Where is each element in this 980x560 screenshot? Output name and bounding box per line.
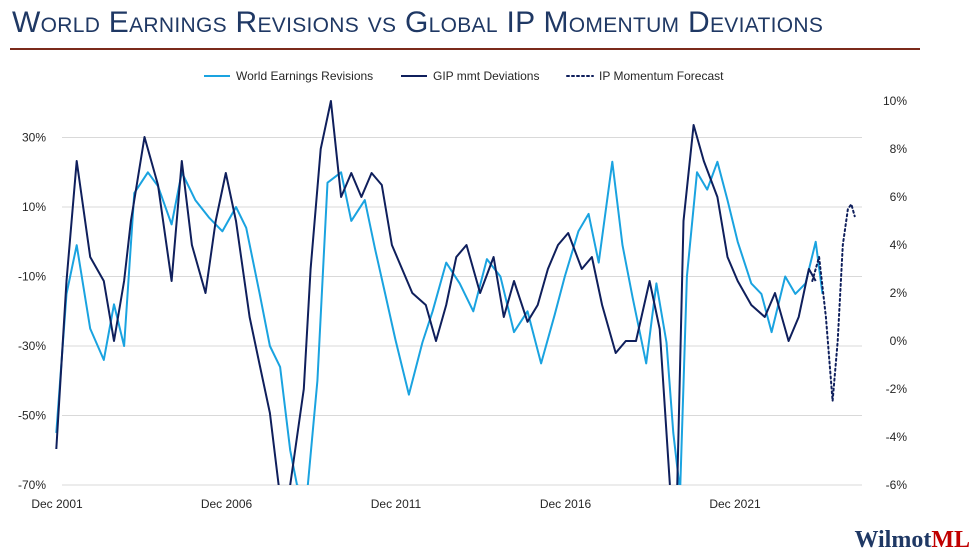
x-tick-label: Dec 2001 [31, 497, 83, 511]
left-axis-tick-labels: 30% 10% -10% -30% -50% -70% [18, 131, 46, 493]
y-right-tick-label: 10% [883, 94, 907, 108]
y-right-tick-label: -6% [886, 478, 908, 492]
series-line-0 [55, 160, 824, 485]
logo-main: Wilmot [854, 527, 932, 553]
right-axis-tick-labels: 10% 8% 6% 4% 2% 0% -2% -4% -6% [883, 94, 907, 492]
x-tick-label: Dec 2006 [201, 497, 253, 511]
y-right-tick-label: 8% [890, 142, 908, 156]
series-line-1 [55, 100, 817, 485]
chart-title: World Earnings Revisions vs Global IP Mo… [12, 6, 824, 39]
y-left-tick-label: -70% [18, 478, 46, 492]
legend: World Earnings Revisions GIP mmt Deviatio… [204, 69, 724, 83]
legend-label: GIP mmt Deviations [433, 69, 539, 83]
x-axis-tick-labels: Dec 2001 Dec 2006 Dec 2011 Dec 2016 Dec 2021 [31, 497, 761, 511]
y-right-tick-label: 0% [890, 334, 908, 348]
series-lines [55, 100, 856, 485]
x-tick-label: Dec 2016 [540, 497, 592, 511]
y-right-tick-label: -2% [886, 382, 908, 396]
series-line-2 [811, 203, 856, 402]
y-right-tick-label: 6% [890, 190, 908, 204]
logo-accent: ML [931, 527, 970, 553]
y-left-tick-label: 30% [22, 131, 46, 145]
y-right-tick-label: -4% [886, 430, 908, 444]
legend-label: World Earnings Revisions [236, 69, 373, 83]
y-left-tick-label: -50% [18, 409, 46, 423]
y-right-tick-label: 2% [890, 286, 908, 300]
gridlines [62, 137, 862, 486]
y-right-tick-label: 4% [890, 238, 908, 252]
y-left-tick-label: -30% [18, 339, 46, 353]
y-left-tick-label: 10% [22, 200, 46, 214]
x-tick-label: Dec 2021 [709, 497, 761, 511]
legend-label: IP Momentum Forecast [599, 69, 724, 83]
y-left-tick-label: -10% [18, 270, 46, 284]
wilmotml-logo: WilmotML [854, 527, 970, 554]
x-tick-label: Dec 2011 [371, 497, 422, 511]
title-divider [10, 48, 920, 50]
